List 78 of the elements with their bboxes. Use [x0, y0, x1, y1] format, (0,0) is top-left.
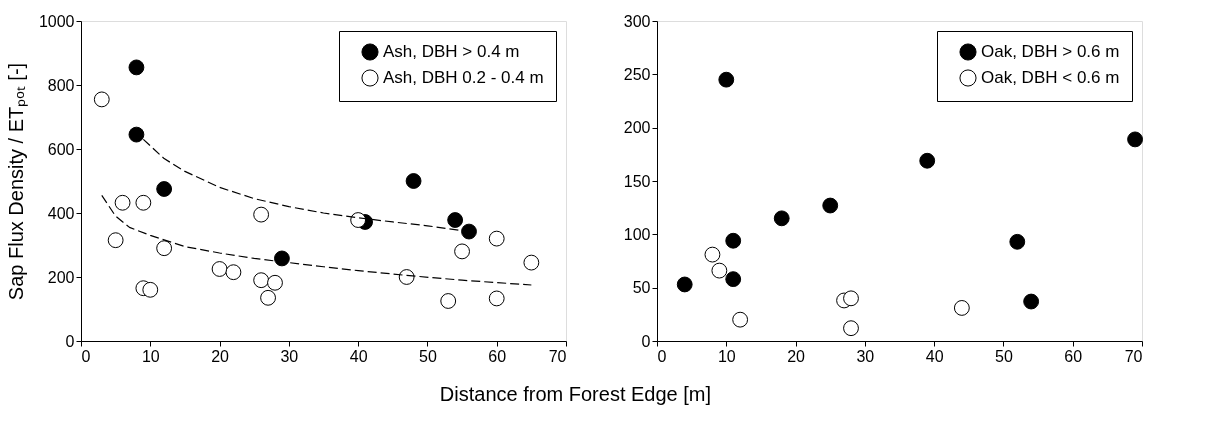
point — [919, 152, 936, 169]
point — [405, 173, 422, 189]
x-tick-label: 70 — [548, 347, 567, 365]
x-tick-label: 70 — [1124, 347, 1143, 365]
point — [156, 240, 173, 257]
y-tick-label: 150 — [623, 172, 651, 190]
x-tick-label: 50 — [419, 347, 437, 365]
point — [211, 261, 228, 277]
x-tick-label: 20 — [211, 347, 230, 365]
y-tick-label: 800 — [47, 76, 75, 94]
point — [1009, 233, 1026, 250]
point — [461, 223, 477, 240]
y-tick-label: 200 — [47, 268, 75, 286]
y-tick-label: 400 — [47, 204, 75, 222]
y-tick-label: 250 — [623, 65, 651, 83]
point — [843, 290, 859, 307]
point — [107, 232, 124, 249]
point — [523, 254, 540, 271]
y-tick-label: 200 — [623, 119, 651, 137]
point — [114, 194, 131, 211]
point — [225, 264, 242, 281]
point — [822, 197, 839, 214]
point — [704, 246, 721, 263]
x-tick-label: 30 — [856, 347, 875, 365]
point — [1127, 131, 1143, 148]
point — [711, 262, 728, 279]
legend-label: Ash, DBH 0.2 - 0.4 m — [383, 68, 544, 87]
x-tick-label: 10 — [717, 347, 736, 365]
y-tick-label: 100 — [623, 225, 651, 243]
y-tick-label: 50 — [632, 279, 651, 297]
point — [1023, 293, 1040, 310]
point — [128, 59, 145, 76]
x-tick-label: 30 — [280, 347, 299, 365]
x-tick-label: 40 — [925, 347, 944, 365]
legend-label: Oak, DBH > 0.6 m — [981, 42, 1120, 61]
point — [260, 289, 276, 306]
point — [398, 269, 415, 285]
legend-label: Ash, DBH > 0.4 m — [383, 42, 520, 61]
x-tick-label: 50 — [995, 347, 1013, 365]
point — [267, 274, 283, 291]
point — [488, 290, 505, 307]
point — [447, 212, 464, 228]
y-tick-label: 0 — [65, 332, 75, 350]
x-tick-label: 60 — [488, 347, 507, 365]
point — [773, 210, 790, 227]
point — [274, 250, 290, 267]
x-tick-label: 10 — [141, 347, 160, 365]
x-tick-label: 60 — [1064, 347, 1083, 365]
point — [156, 181, 173, 197]
x-tick-label: 0 — [657, 347, 667, 365]
point — [676, 276, 693, 293]
y-tick-label: 300 — [623, 12, 651, 30]
point — [454, 243, 470, 260]
x-tick-label: 20 — [787, 347, 806, 365]
point — [732, 311, 749, 328]
y-tick-label: 1000 — [38, 12, 75, 30]
point — [953, 300, 970, 316]
point — [93, 91, 110, 108]
legend-label: Oak, DBH < 0.6 m — [981, 68, 1120, 87]
point — [725, 232, 742, 249]
point — [135, 194, 152, 211]
point — [718, 71, 735, 88]
line-series — [101, 194, 532, 286]
x-tick-label: 0 — [81, 347, 91, 365]
point — [142, 281, 159, 298]
point — [725, 271, 742, 288]
y-tick-label: 0 — [641, 332, 651, 350]
point — [350, 212, 367, 228]
y-axis-title: Sap Flux Density / ETₚₒₜ [-] — [4, 62, 28, 301]
point — [253, 272, 270, 289]
point — [488, 230, 505, 247]
point — [843, 320, 859, 337]
x-tick-label: 40 — [349, 347, 368, 365]
point — [128, 126, 145, 143]
point — [440, 293, 457, 309]
point — [253, 206, 270, 223]
y-tick-label: 600 — [47, 140, 75, 158]
x-axis-title: Distance from Forest Edge [m] — [439, 382, 712, 405]
